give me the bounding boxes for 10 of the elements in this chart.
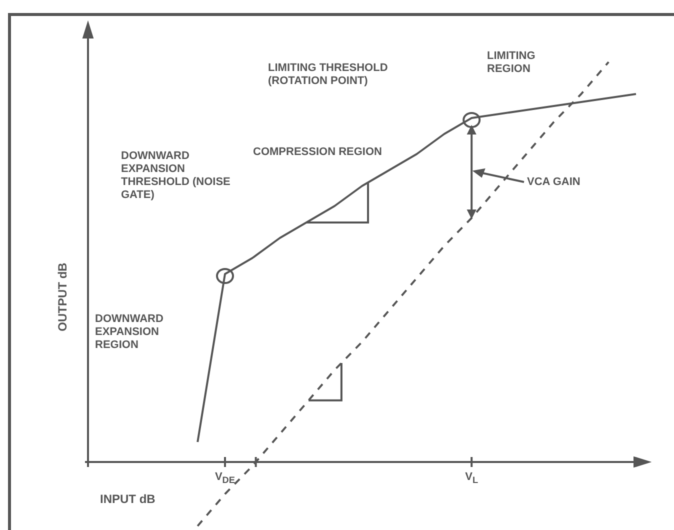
annotation: DOWNWARD EXPANSION THRESHOLD (NOISE GATE) — [121, 150, 232, 202]
y-axis-title: OUTPUT dB — [55, 262, 70, 332]
annotation: VCA GAIN — [527, 176, 582, 189]
x-tick-label: V$_{L}$ — [465, 471, 478, 486]
x-tick-label: V$_{DE}$ — [214, 471, 236, 486]
x-axis-title: INPUT dB — [100, 492, 156, 506]
annotation: DOWNWARD EXPANSION REGION — [95, 313, 164, 352]
annotation: LIMITING THRESHOLD (ROTATION POINT) — [268, 62, 389, 88]
annotation: LIMITING REGION — [487, 50, 536, 76]
annotation: COMPRESSION REGION — [253, 146, 383, 159]
